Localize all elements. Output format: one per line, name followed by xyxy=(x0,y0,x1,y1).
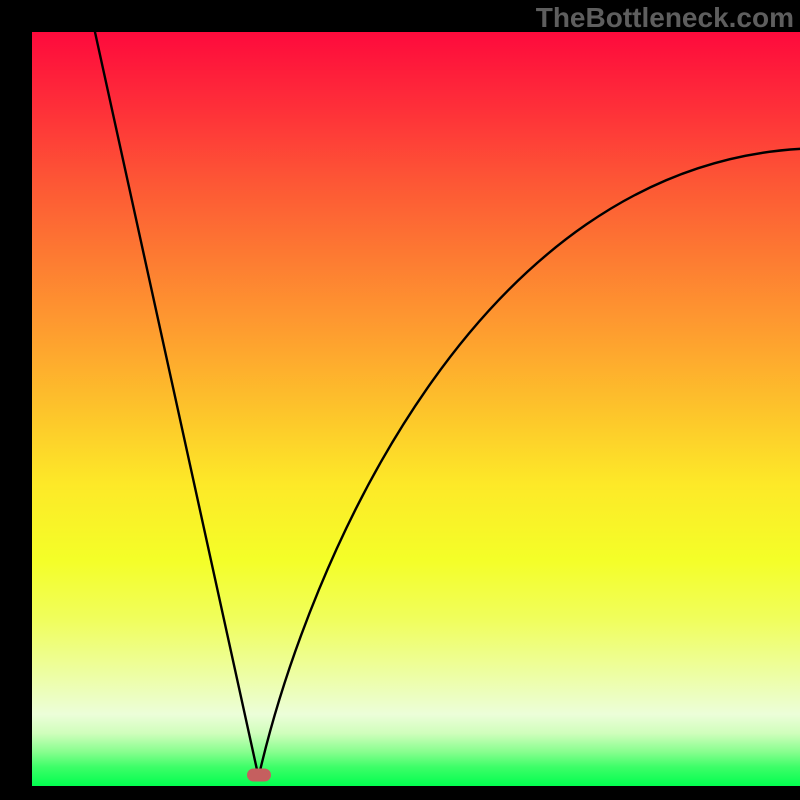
chart-container: TheBottleneck.com xyxy=(0,0,800,800)
plot-area xyxy=(32,32,800,786)
optimum-marker xyxy=(247,768,271,781)
bottleneck-curve xyxy=(95,32,800,777)
watermark-text: TheBottleneck.com xyxy=(536,2,794,34)
curve-svg xyxy=(32,32,800,786)
